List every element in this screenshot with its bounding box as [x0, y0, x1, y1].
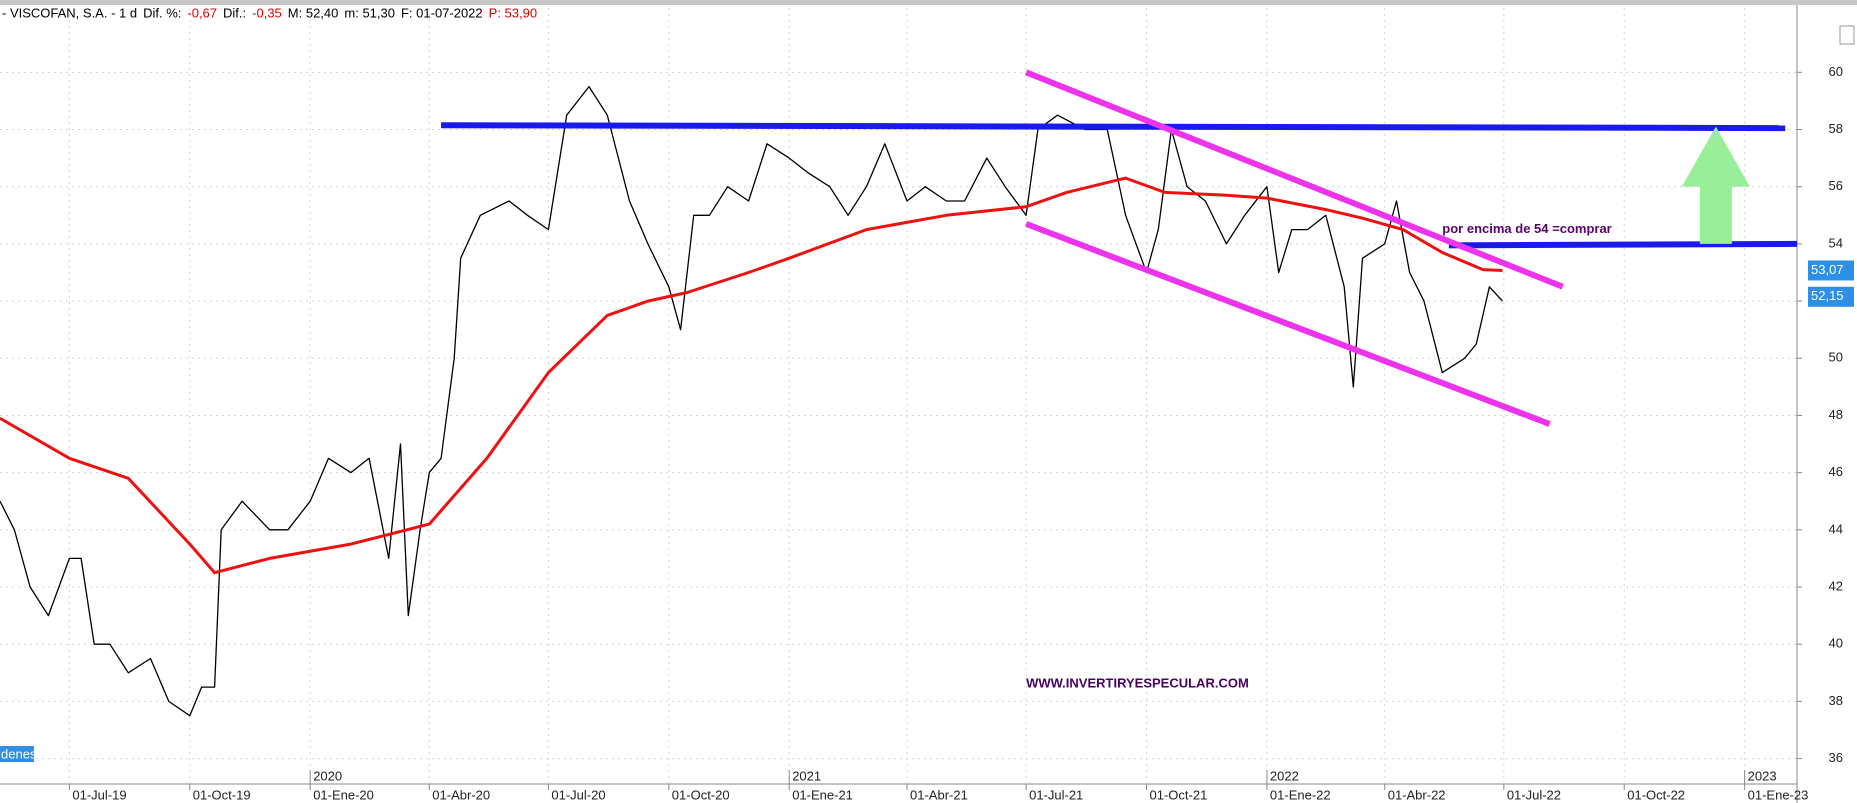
y-tick-label: 60	[1829, 64, 1843, 79]
annotation: WWW.INVERTIRYESPECULAR.COM	[1026, 676, 1249, 691]
price-tag-label: 52,15	[1811, 288, 1844, 303]
x-tick-label: 01-Abr-20	[432, 787, 490, 802]
x-tick-label: 01-Jul-22	[1507, 787, 1561, 802]
header-item: M: 52,40	[288, 5, 339, 20]
corner-label: denes	[1, 746, 37, 761]
trend-line	[1024, 69, 1564, 290]
y-tick-label: 50	[1829, 350, 1843, 365]
x-tick-label: 01-Abr-22	[1388, 787, 1446, 802]
corner-label-box	[0, 746, 34, 762]
corner-button[interactable]	[1839, 25, 1855, 45]
series-line	[0, 176, 1503, 575]
y-tick-label: 56	[1829, 178, 1843, 193]
y-tick-label: 54	[1829, 235, 1843, 250]
header-item: -0,67	[187, 5, 217, 20]
y-tick-label: 46	[1829, 464, 1843, 479]
year-tick-label: 2021	[792, 768, 821, 783]
x-tick-label: 01-Ene-23	[1748, 787, 1809, 802]
header-item: Dif.:	[223, 5, 246, 20]
y-tick-label: 40	[1829, 636, 1843, 651]
header-item: F: 01-07-2022	[401, 5, 483, 20]
annotation: por encima de 54 =comprar	[1442, 221, 1611, 236]
x-tick-label: 01-Oct-21	[1150, 787, 1208, 802]
x-tick-label: 01-Jul-21	[1029, 787, 1083, 802]
price-tag-label: 53,07	[1811, 262, 1844, 277]
x-tick-label: 01-Ene-22	[1270, 787, 1331, 802]
price-tag	[1808, 260, 1854, 281]
x-tick-label: 01-Oct-20	[672, 787, 730, 802]
y-tick-label: 58	[1829, 121, 1843, 136]
header-item: - VISCOFAN, S.A. - 1 d	[2, 5, 137, 20]
x-tick-label: 01-Oct-19	[193, 787, 251, 802]
trend-line	[441, 122, 1786, 132]
x-tick-label: 01-Ene-21	[792, 787, 853, 802]
x-tick-label: 01-Jul-20	[551, 787, 605, 802]
year-tick-label: 2022	[1270, 768, 1299, 783]
series-line	[0, 85, 1503, 717]
y-tick-label: 36	[1829, 750, 1843, 765]
x-tick-label: 01-Abr-21	[910, 787, 968, 802]
year-tick-label: 2020	[313, 768, 342, 783]
header-item: -0,35	[252, 5, 282, 20]
year-tick-label: 2023	[1748, 768, 1777, 783]
x-tick-label: 01-Jul-19	[72, 787, 126, 802]
top-bar	[0, 0, 1857, 5]
y-tick-label: 44	[1829, 521, 1843, 536]
header-item: Dif. %:	[143, 5, 181, 20]
header-item: m: 51,30	[344, 5, 395, 20]
header-item: P: 53,90	[489, 5, 537, 20]
y-tick-label: 38	[1829, 693, 1843, 708]
x-tick-label: 01-Ene-20	[313, 787, 374, 802]
arrow	[1681, 126, 1750, 244]
y-tick-label: 42	[1829, 578, 1843, 593]
y-tick-label: 48	[1829, 407, 1843, 422]
trend-line	[1448, 240, 1798, 249]
x-tick-label: 01-Oct-22	[1627, 787, 1685, 802]
trend-line	[1025, 221, 1551, 427]
price-tag	[1808, 286, 1854, 307]
